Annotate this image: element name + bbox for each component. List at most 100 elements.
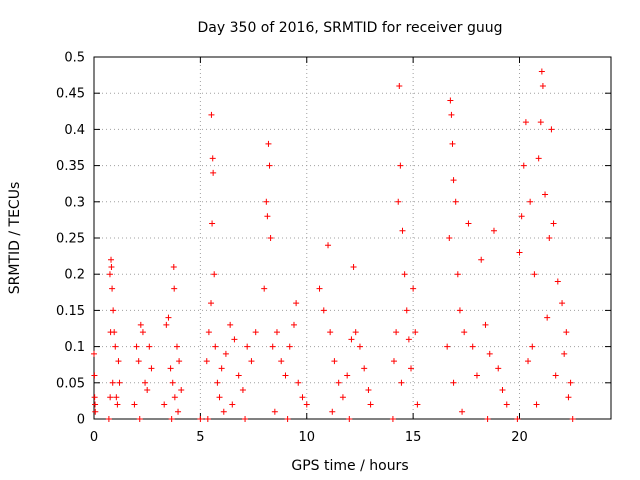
data-point: [284, 416, 291, 422]
data-point: [278, 358, 285, 365]
data-point: [484, 416, 491, 422]
data-point: [410, 285, 417, 292]
data-point: [239, 387, 246, 394]
data-point: [414, 401, 421, 408]
data-point: [303, 401, 310, 408]
data-point: [518, 213, 525, 220]
y-axis: 0 0.05 0.1 0.15 0.2 0.25 0.3 0.35 0.4 0.45 0.5: [56, 51, 611, 428]
data-point: [299, 394, 306, 401]
data-point: [175, 408, 182, 415]
data-point: [165, 314, 172, 321]
data-point: [514, 416, 521, 422]
data-point: [390, 358, 397, 365]
y-tick-label: 0.35: [56, 159, 85, 174]
data-point: [356, 343, 363, 350]
data-point: [222, 350, 229, 357]
data-point: [569, 416, 576, 422]
data-point: [131, 401, 138, 408]
data-point: [115, 358, 122, 365]
data-point: [448, 111, 455, 118]
data-point: [461, 329, 468, 336]
data-point: [499, 387, 506, 394]
data-point: [264, 213, 271, 220]
data-point: [550, 220, 557, 227]
data-point: [320, 307, 327, 314]
data-point: [106, 271, 113, 278]
x-tick-label: 5: [196, 430, 204, 445]
data-point: [535, 155, 542, 162]
data-point: [456, 307, 463, 314]
data-point: [169, 379, 176, 386]
data-point: [146, 343, 153, 350]
y-tick-label: 0.15: [56, 304, 85, 319]
x-axis-label: GPS time / hours: [291, 458, 408, 474]
data-point: [546, 235, 553, 241]
data-point: [520, 162, 527, 169]
data-point: [554, 278, 561, 285]
data-point: [346, 416, 353, 422]
data-point: [399, 227, 406, 234]
data-point: [450, 177, 457, 184]
data-point: [114, 401, 121, 408]
data-point: [173, 343, 180, 350]
x-tick-label: 15: [405, 430, 422, 445]
data-point: [486, 350, 493, 357]
data-point: [107, 394, 114, 401]
chart-title: Day 350 of 2016, SRMTID for receiver guu…: [198, 20, 503, 36]
data-point: [110, 307, 117, 314]
data-point: [92, 408, 99, 415]
x-axis: 0 5 10 15 20: [90, 57, 528, 445]
data-point: [533, 401, 540, 408]
data-point: [252, 329, 259, 336]
data-point: [214, 379, 221, 386]
data-point: [503, 401, 510, 408]
data-point: [538, 68, 545, 75]
data-point: [454, 271, 461, 278]
data-point: [397, 162, 404, 169]
data-point: [525, 358, 532, 365]
data-point: [203, 358, 210, 365]
data-point: [348, 336, 355, 343]
data-point: [552, 372, 559, 379]
data-point: [329, 408, 336, 415]
data-point: [450, 379, 457, 386]
data-point: [548, 126, 555, 133]
y-tick-label: 0.1: [64, 340, 85, 355]
data-point: [142, 379, 149, 386]
data-points: [91, 68, 576, 422]
data-point: [209, 220, 216, 227]
data-point: [137, 321, 144, 328]
data-point: [109, 379, 116, 386]
data-point: [171, 285, 178, 292]
data-point: [135, 358, 142, 365]
y-tick-label: 0.25: [56, 232, 85, 247]
grid-lines: [94, 57, 611, 419]
data-point: [271, 408, 278, 415]
data-point: [212, 343, 219, 350]
data-point: [227, 321, 234, 328]
data-point: [105, 416, 112, 422]
data-point: [367, 401, 374, 408]
x-tick-label: 10: [298, 430, 315, 445]
plot-frame: [93, 56, 612, 420]
data-point: [352, 329, 359, 336]
data-point: [197, 416, 204, 422]
data-point: [218, 365, 225, 372]
data-point: [235, 372, 242, 379]
data-point: [452, 198, 459, 205]
data-point: [266, 162, 273, 169]
data-point: [563, 329, 570, 336]
data-point: [531, 271, 538, 278]
y-tick-label: 0.45: [56, 87, 85, 102]
data-point: [295, 379, 302, 386]
data-point: [168, 416, 175, 422]
data-point: [229, 401, 236, 408]
data-point: [148, 365, 155, 372]
data-point: [92, 401, 99, 408]
data-point: [544, 314, 551, 321]
data-point: [244, 343, 251, 350]
data-point: [539, 82, 546, 89]
data-point: [495, 365, 502, 372]
data-point: [265, 140, 272, 147]
data-point: [220, 408, 227, 415]
